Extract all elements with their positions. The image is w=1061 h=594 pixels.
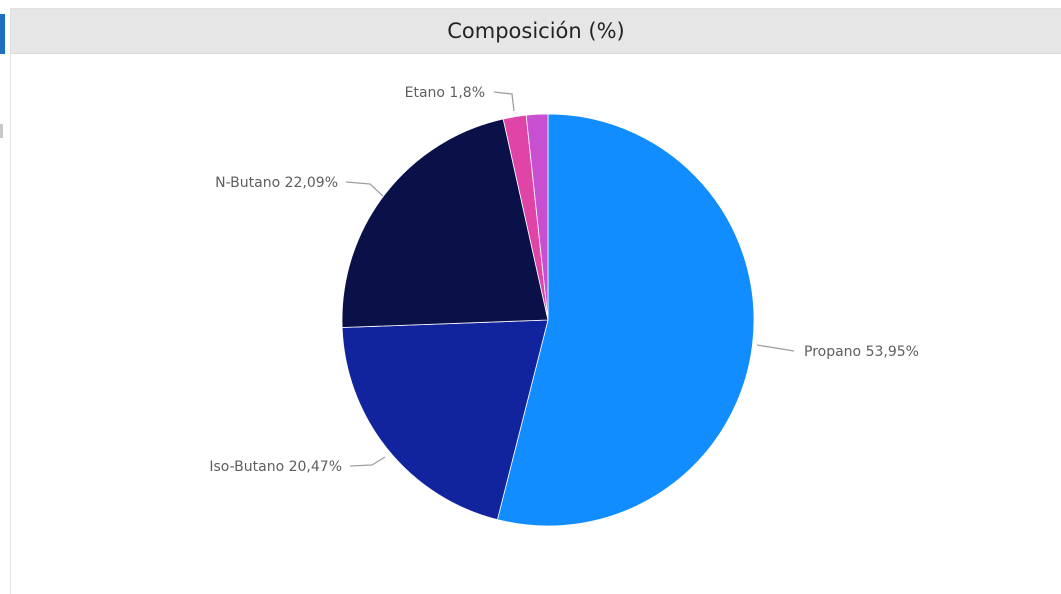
left-accent-bar bbox=[0, 14, 5, 54]
pie-slice-iso-butano[interactable] bbox=[341, 319, 549, 521]
leader-line-n-butano bbox=[345, 181, 384, 197]
leader-line-propano bbox=[756, 344, 795, 352]
pie-slice-otros[interactable] bbox=[525, 113, 549, 321]
visual-header: Composición (%) bbox=[11, 9, 1061, 54]
data-label-propano: Propano 53,95% bbox=[804, 344, 919, 360]
leader-lines bbox=[345, 91, 795, 467]
data-label-iso-butano: Iso-Butano 20,47% bbox=[209, 459, 342, 475]
data-label-n-butano: N-Butano 22,09% bbox=[215, 175, 338, 191]
leader-line-etano bbox=[493, 91, 515, 112]
pie-slices bbox=[341, 113, 755, 527]
left-divider-mark bbox=[0, 124, 3, 138]
data-labels: Propano 53,95% Iso-Butano 20,47% N-Butano … bbox=[209, 85, 919, 475]
leader-line-iso-butano bbox=[349, 456, 386, 467]
pie-slice-propano[interactable] bbox=[496, 113, 755, 527]
chart-title: Composición (%) bbox=[447, 19, 625, 43]
data-label-etano: Etano 1,8% bbox=[405, 85, 485, 101]
pie-slice-n-butano[interactable] bbox=[341, 118, 549, 328]
